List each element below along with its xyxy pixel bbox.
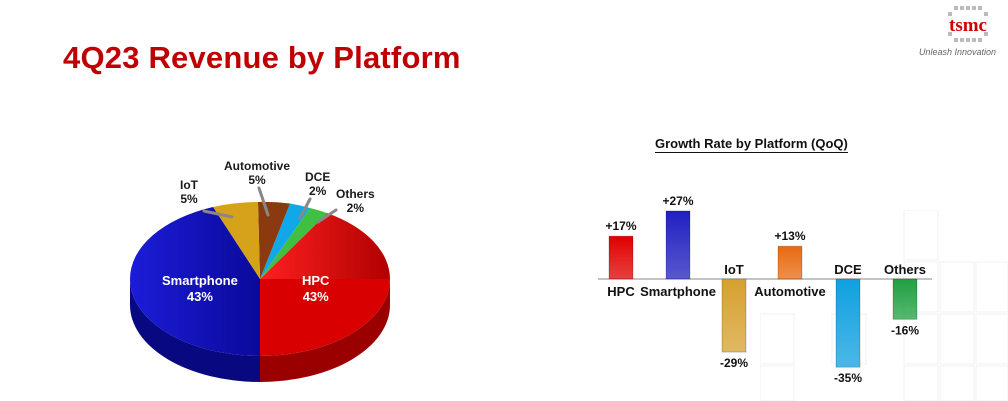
bar-category-label-hpc: HPC (607, 284, 635, 299)
leader-line-iot (202, 209, 234, 219)
slide-title: 4Q23 Revenue by Platform (63, 40, 461, 75)
bar-value-label-iot: -29% (720, 356, 748, 370)
bar-value-label-hpc: +17% (605, 219, 636, 233)
pie-label-smartphone-name: Smartphone (162, 273, 238, 288)
pie-label-others-name: Others (336, 187, 375, 201)
bar-automotive (777, 245, 803, 280)
decorative-grid (760, 210, 1008, 401)
bar-hpc (608, 235, 634, 280)
pie-slice-smartphone (129, 207, 260, 356)
bar-category-label-automotive: Automotive (754, 284, 826, 299)
pie-label-others-value: 2% (346, 201, 365, 215)
logo-wordmark: tsmc (949, 15, 987, 36)
bar-others (892, 278, 918, 320)
pie-label-dce-value: 2% (309, 184, 327, 198)
bar-value-label-others: -16% (891, 323, 919, 337)
pie-label-automotive: Automotive 5% (224, 159, 290, 187)
bar-smartphone (665, 210, 691, 280)
bar-category-label-smartphone: Smartphone (640, 284, 716, 299)
bar-category-label-dce: DCE (834, 262, 862, 277)
pie-label-dce-name: DCE (305, 170, 331, 184)
pie-slice-hpc-front (260, 279, 390, 356)
pie-label-hpc-name: HPC (302, 273, 330, 288)
pie-slice-automotive (258, 201, 290, 279)
pie-slice-iot (213, 202, 260, 279)
logo-tagline: Unleash Innovation (918, 47, 996, 57)
pie-label-smartphone-value: 43% (186, 289, 213, 304)
leader-line-others (316, 208, 338, 224)
pie-label-smartphone: Smartphone 43% (162, 273, 238, 305)
pie-label-hpc: HPC 43% (302, 273, 329, 305)
bar-value-label-automotive: +13% (774, 229, 805, 243)
bar-value-label-dce: -35% (834, 371, 862, 385)
pie-label-iot-value: 5% (180, 192, 198, 206)
pie-label-iot: IoT 5% (180, 178, 198, 206)
bar-category-label-iot: IoT (724, 262, 744, 277)
pie-label-hpc-value: 43% (302, 289, 329, 304)
bar-chart-title: Growth Rate by Platform (QoQ) (655, 136, 848, 153)
bar-value-label-smartphone: +27% (662, 194, 693, 208)
pie-side-smartphone (130, 279, 260, 382)
pie-label-dce: DCE 2% (305, 170, 330, 198)
pie-slice-dce (260, 203, 310, 279)
pie-slice-hpc (260, 213, 390, 279)
leader-line-dce (298, 197, 312, 220)
pie-slice-others (260, 208, 328, 279)
pie-label-others: Others 2% (336, 187, 375, 215)
tsmc-logo-icon: tsmc (948, 6, 988, 42)
bar-category-label-others: Others (884, 262, 926, 277)
pie-label-automotive-name: Automotive (224, 159, 290, 173)
bar-iot (721, 278, 747, 353)
pie-side-hpc (260, 279, 390, 382)
pie-label-iot-name: IoT (180, 178, 198, 192)
pie-chart (129, 186, 390, 382)
pie-label-automotive-value: 5% (248, 173, 266, 187)
bar-dce (835, 278, 861, 368)
leader-line-automotive (257, 186, 270, 217)
tsmc-logo: tsmc Unleash Innovation (918, 4, 1002, 57)
